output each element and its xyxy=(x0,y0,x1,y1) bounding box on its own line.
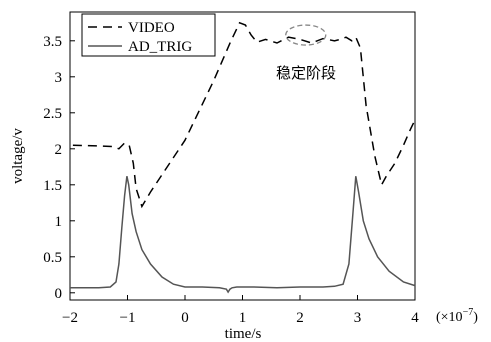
y-tick-label: 3 xyxy=(55,70,63,86)
y-tick-label: 2 xyxy=(55,142,63,158)
series-video-line xyxy=(72,21,416,209)
series-ad-trig-line xyxy=(70,176,416,294)
y-tick-label: 0.5 xyxy=(43,250,62,266)
x-tick-label: 3 xyxy=(354,310,362,326)
annotation-stable-stage: 稳定阶段 xyxy=(276,65,336,82)
legend-box xyxy=(81,13,216,57)
y-tick-label: 0 xyxy=(55,286,63,302)
x-tick-label: −1 xyxy=(120,310,136,326)
x-scale-close: ) xyxy=(473,310,478,325)
x-scale-exponent: −7 xyxy=(463,307,474,318)
y-axis-label: voltage/v xyxy=(10,128,26,184)
y-tick-label: 2.5 xyxy=(43,106,62,122)
x-tick-label: 4 xyxy=(411,310,419,326)
legend: VIDEO AD_TRIG xyxy=(81,13,216,57)
x-scale-note: (×10−7) xyxy=(436,307,478,325)
x-tick-label: −2 xyxy=(62,310,78,326)
axis-ticks: −2 −1 0 1 2 3 4 0 0.5 1 1.5 2 2.5 3 3.5 xyxy=(43,34,419,326)
y-tick-label: 3.5 xyxy=(43,34,62,50)
legend-ad-trig-label: AD_TRIG xyxy=(128,39,192,55)
x-tick-label: 1 xyxy=(239,310,247,326)
x-scale-base: (×10 xyxy=(436,310,463,325)
y-tick-label: 1.5 xyxy=(43,178,62,194)
x-axis-label: time/s xyxy=(225,326,262,342)
y-tick-label: 1 xyxy=(55,214,63,230)
x-tick-label: 0 xyxy=(181,310,189,326)
legend-video-label: VIDEO xyxy=(128,20,175,36)
stable-stage-ellipse xyxy=(285,24,327,46)
x-tick-label: 2 xyxy=(296,310,304,326)
